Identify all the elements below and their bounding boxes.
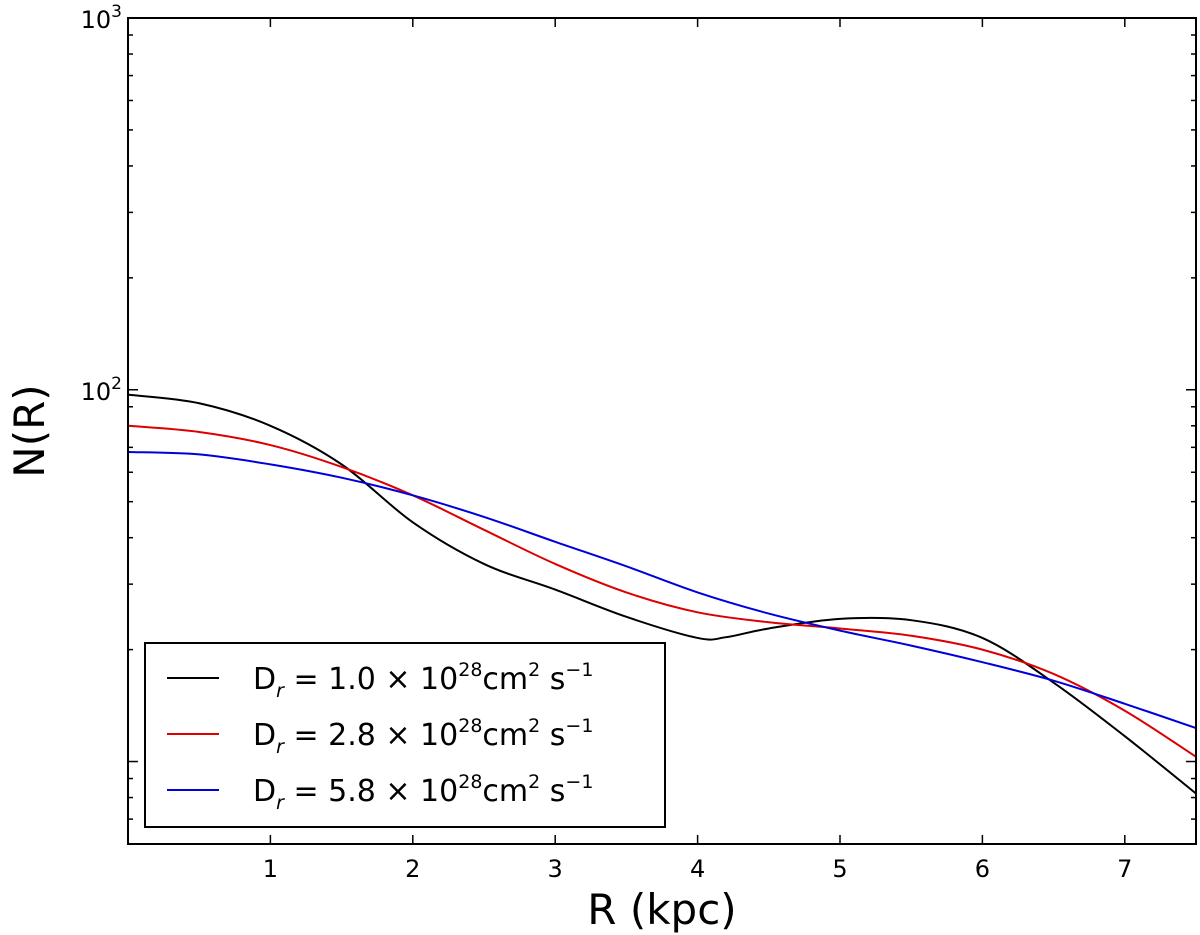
x-tick-label: 4 (690, 855, 705, 883)
series-line (127, 451, 1197, 730)
plot-frame (127, 17, 1197, 845)
x-tick-label: 2 (405, 855, 420, 883)
curves (127, 393, 1197, 795)
legend-box (144, 642, 666, 828)
x-tick-label: 6 (975, 855, 990, 883)
x-tick-label: 5 (832, 855, 847, 883)
tick-labels: 1 2 3 4 5 6 7 102 103 (81, 2, 1133, 883)
legend: Dr = 1.0 × 1028cm2 s−1 Dr = 2.8 × 1028cm2… (144, 642, 666, 828)
y-tick-label: 102 (81, 374, 122, 406)
y-tick-label: 103 (81, 2, 122, 34)
x-tick-label: 7 (1117, 855, 1132, 883)
x-tick-label: 3 (548, 855, 563, 883)
x-axis-label: R (kpc) (587, 885, 736, 934)
x-tick-label: 1 (263, 855, 278, 883)
legend-label: Dr = 5.8 × 1028cm2 s−1 (253, 771, 593, 814)
y-axis-label: N(R) (5, 384, 54, 477)
series-line (127, 393, 1197, 795)
series-line (127, 424, 1197, 758)
legend-label: Dr = 1.0 × 1028cm2 s−1 (253, 659, 593, 702)
legend-label: Dr = 2.8 × 1028cm2 s−1 (253, 715, 593, 758)
